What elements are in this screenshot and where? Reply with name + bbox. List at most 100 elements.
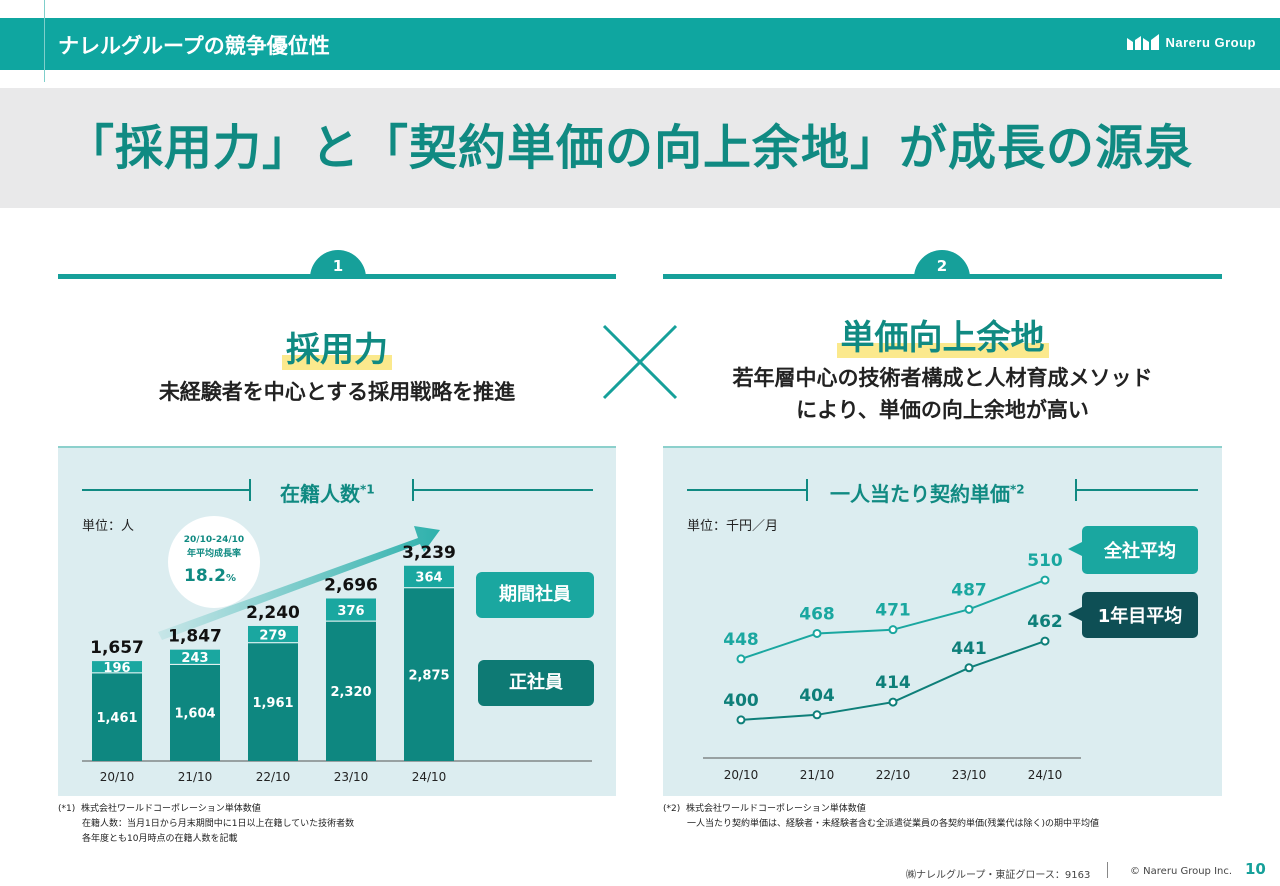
label-temp-20/10: 196 [103,661,130,676]
value-series-0-24/10: 510 [1027,551,1063,571]
price-title-rule-right [1076,489,1198,491]
value-series-0-21/10: 468 [799,604,835,624]
label-regular-24/10: 2,875 [408,668,449,683]
price-title-text: 一人当たり契約単価 [830,482,1010,506]
header-bar: ナレルグループの競争優位性 Nareru Group [0,0,1280,82]
value-series-1-22/10: 414 [875,673,911,693]
point-series-1-21/10 [812,710,822,720]
page-headline: 「採用力」と「契約単価の向上余地」が成長の源泉 [66,120,1194,176]
pillar-1-title-text: 採用力 [282,330,392,370]
value-series-0-20/10: 448 [723,630,759,650]
headcount-title-rule-right [413,489,593,491]
bar-temp-20/10 [92,661,142,673]
label-regular-21/10: 1,604 [174,707,215,722]
pillar-2-title-text: 単価向上余地 [836,318,1049,358]
note-left: (*1) 株式会社ワールドコーポレーション単体数値 在籍人数：当月1日から月末期… [58,802,354,847]
value-series-0-22/10: 471 [875,601,911,621]
headcount-bar-chart: 20/10-24/10 年平均成長率 18.2% 1,461 196 1,657 20… [82,516,592,784]
label-total-21/10: 1,847 [168,627,222,647]
xtick-24/10: 24/10 [412,770,447,784]
note-right-line2: 一人当たり契約単価は、経験者・未経験者含む全派遣従業員の各契約単価(残業代は除く… [687,819,1100,829]
legend-temp-employee: 期間社員 [476,572,594,618]
bar-regular-20/10 [92,672,142,761]
label-temp-24/10: 364 [415,571,442,586]
footer-divider [1107,862,1108,878]
price-chart-title: 一人当たり契約単価*2 [830,478,1025,507]
bar-regular-24/10 [404,587,454,761]
price-title-rule-left [687,489,807,491]
bar-regular-22/10 [248,642,298,761]
label-temp-22/10: 279 [259,628,286,643]
pillar-1-number-badge: 1 [310,250,366,278]
value-series-1-23/10: 441 [951,639,987,659]
label-total-20/10: 1,657 [90,638,144,658]
point-series-1-22/10 [888,697,898,707]
point-series-0-21/10 [812,628,822,638]
cross-multiply-icon [602,324,678,400]
growth-period: 20/10-24/10 [184,535,244,545]
point-series-0-22/10 [888,625,898,635]
price-xtick-23/10: 23/10 [952,768,987,782]
bar-temp-24/10 [404,565,454,588]
unit-price-chart-panel [663,446,1222,796]
value-series-0-23/10: 487 [951,580,987,600]
pillar-2-subtitle-line1: 若年層中心の技術者構成と人材育成メソッド [732,366,1153,390]
pillar-2-title: 単価向上余地 [663,310,1222,359]
note-right: (*2) 株式会社ワールドコーポレーション単体数値 一人当たり契約単価は、経験者… [663,802,1099,832]
nareru-logo-icon [1127,34,1160,50]
point-series-0-20/10 [736,654,746,664]
headcount-title-tick-left [249,479,251,501]
label-total-24/10: 3,239 [402,543,456,563]
legend-first-year-average: 1年目平均 [1068,592,1198,638]
point-series-1-24/10 [1040,636,1050,646]
point-series-0-23/10 [964,604,974,614]
growth-value: 18.2% [184,566,236,586]
pillar-1-title: 採用力 [58,322,616,371]
price-xtick-20/10: 20/10 [724,768,759,782]
bar-regular-21/10 [170,664,220,761]
xtick-22/10: 22/10 [256,770,291,784]
xtick-21/10: 21/10 [178,770,213,784]
note-left-line1: (*1) 株式会社ワールドコーポレーション単体数値 [58,804,261,814]
price-unit: 単位：千円／月 [687,519,779,534]
footer-copyright: © Nareru Group Inc. [1130,866,1233,877]
note-left-line2: 在籍人数：当月1日から月末期間中に1日以上在籍していた技術者数 [82,819,355,829]
footer-company: ㈱ナレルグループ・東証グロース：9163 [906,870,1091,881]
headcount-chart-title: 在籍人数*1 [280,478,375,507]
legend-first-year-average-text: 1年目平均 [1098,605,1183,627]
legend-company-average: 全社平均 [1068,526,1198,574]
price-xtick-21/10: 21/10 [800,768,835,782]
label-temp-21/10: 243 [181,651,208,666]
label-regular-20/10: 1,461 [96,711,137,726]
price-title-tick-left [806,479,808,501]
label-total-23/10: 2,696 [324,575,378,595]
growth-label: 年平均成長率 [187,547,241,559]
headcount-title-rule-left [82,489,250,491]
section-title: ナレルグループの競争優位性 [58,34,330,58]
legend-regular-employee: 正社員 [478,660,594,706]
headcount-title-text: 在籍人数 [280,482,360,506]
note-right-line1: (*2) 株式会社ワールドコーポレーション単体数値 [663,804,866,814]
point-series-1-23/10 [964,663,974,673]
unit-price-line-chart: 448 468 471 487 510 400 404 414 441 462 20/10 21/10… [703,551,1081,782]
xtick-23/10: 23/10 [334,770,369,784]
company-logo: Nareru Group [1127,34,1256,50]
bar-temp-23/10 [326,598,376,622]
headcount-unit: 単位：人 [82,519,135,534]
legend-company-average-text: 全社平均 [1103,540,1176,562]
value-series-1-20/10: 400 [723,691,759,711]
bar-temp-21/10 [170,649,220,665]
headcount-title-note: *1 [360,482,375,497]
point-series-0-24/10 [1040,575,1050,585]
pillar-2-number-badge: 2 [914,250,970,278]
bar-temp-22/10 [248,625,298,643]
price-title-note: *2 [1010,482,1025,497]
header-divider [44,0,45,82]
value-series-1-24/10: 462 [1027,612,1063,632]
price-xtick-22/10: 22/10 [876,768,911,782]
logo-text: Nareru Group [1165,34,1256,50]
point-series-1-20/10 [736,715,746,725]
pillar-2-subtitle-line2: により、単価の向上余地が高い [796,398,1089,422]
label-temp-23/10: 376 [337,604,364,619]
pillar-1-subtitle: 未経験者を中心とする採用戦略を推進 [158,380,516,404]
